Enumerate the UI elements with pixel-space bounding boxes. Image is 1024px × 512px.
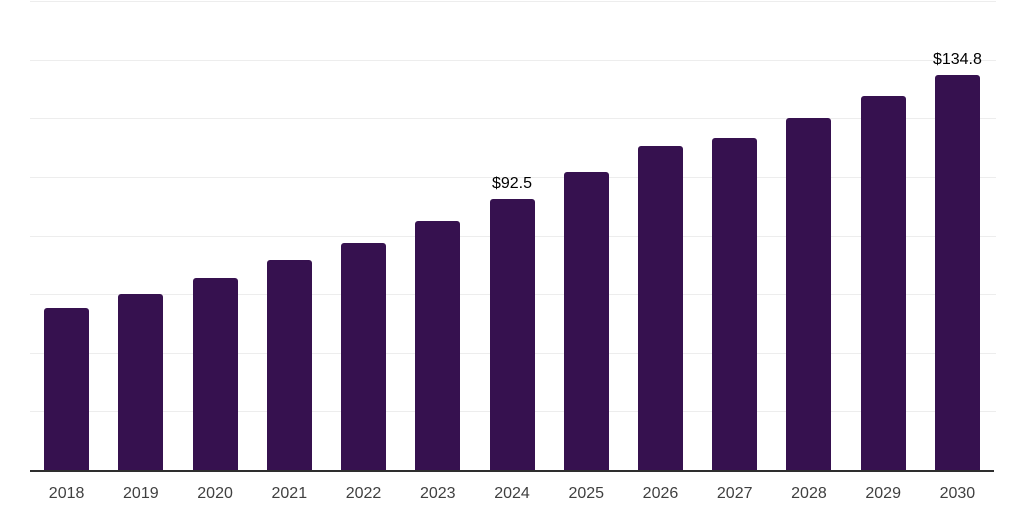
x-tick-label-2030: 2030 [939,485,976,502]
bar-2026 [637,145,683,470]
bar-2024 [489,198,535,470]
gridline [30,118,996,120]
bar-2030 [934,74,980,470]
x-tick-label-2023: 2023 [419,485,456,502]
bar-2018 [44,308,90,470]
bar-2021 [266,260,312,470]
bar-2028 [786,118,832,470]
x-tick-label-2025: 2025 [568,485,605,502]
x-tick-label-2029: 2029 [865,485,901,502]
bar-2027 [712,137,758,470]
bar-2025 [563,172,609,470]
bar-2022 [341,242,387,470]
data-label-2030: $134.8 [932,50,982,68]
data-label-2024: $92.5 [491,174,533,192]
x-tick-label-2026: 2026 [642,485,679,502]
bar-2019 [118,294,164,470]
x-axis-line [30,470,994,472]
plot-area: $92.5 $134.8 [30,0,996,470]
x-tick-label-2021: 2021 [271,485,308,502]
bar-2029 [860,96,906,470]
x-tick-label-2020: 2020 [197,485,233,502]
x-tick-label-2018: 2018 [48,485,85,502]
gridline [30,176,996,178]
gridline [30,59,996,61]
bar-2023 [415,221,461,470]
x-tick-label-2027: 2027 [716,485,753,502]
x-tick-label-2024: 2024 [494,485,530,502]
x-tick-label-2022: 2022 [345,485,382,502]
x-tick-label-2028: 2028 [791,485,827,502]
bar-2020 [192,278,238,470]
gridline [30,1,996,2]
x-tick-label-2019: 2019 [123,485,159,502]
